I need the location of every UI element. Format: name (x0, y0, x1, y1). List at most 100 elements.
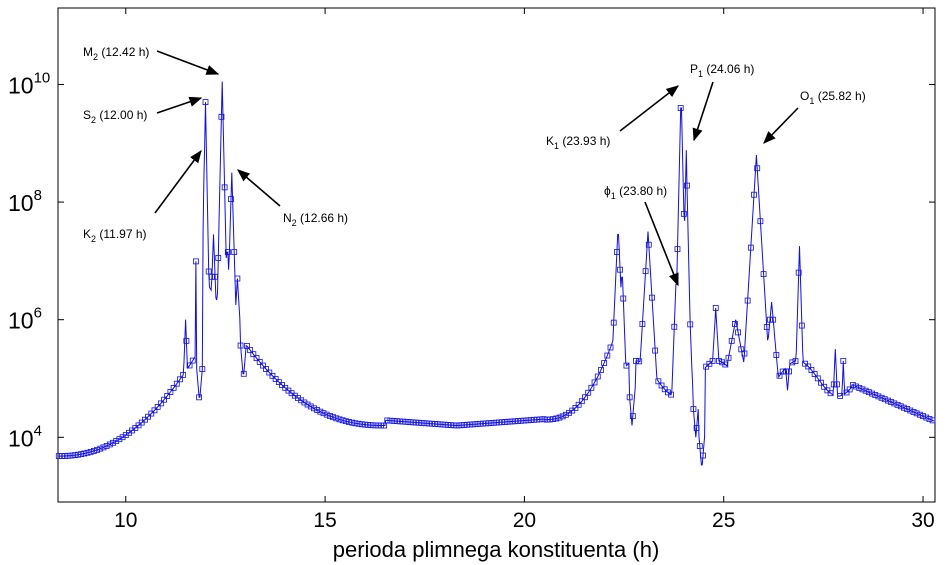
data-point (636, 358, 643, 365)
data-point (661, 386, 668, 393)
peak-annotation: P1 (24.06 h) (690, 62, 754, 142)
data-point (352, 420, 359, 427)
data-point (747, 244, 754, 251)
data-point (416, 419, 423, 426)
data-point (157, 400, 164, 407)
data-point (709, 357, 716, 364)
data-point (444, 422, 451, 428)
data-point (68, 452, 75, 459)
data-point (106, 441, 113, 448)
annotation-label: O1 (25.82 h) (800, 89, 866, 106)
data-point (668, 391, 675, 398)
data-point (381, 422, 387, 429)
data-point (881, 396, 888, 403)
data-point (62, 453, 69, 459)
y-tick-label: 104 (8, 422, 42, 451)
data-point (161, 396, 167, 403)
data-point (413, 419, 419, 426)
data-point (224, 249, 231, 255)
data-point (716, 357, 722, 364)
data-point (916, 411, 923, 418)
data-point (875, 393, 882, 400)
data-point (154, 404, 161, 410)
x-tick-label: 10 (114, 509, 137, 532)
annotation-arrow (237, 169, 281, 207)
data-point (492, 419, 499, 426)
data-point (559, 413, 566, 420)
data-point (853, 383, 859, 390)
data-point (397, 418, 403, 425)
data-point (256, 358, 263, 365)
data-point (145, 413, 151, 420)
data-point (346, 419, 352, 425)
data-point (811, 371, 818, 377)
x-axis-title: perioda plimnega konstituenta (h) (333, 537, 660, 562)
data-point (342, 418, 349, 425)
data-point (604, 352, 611, 359)
data-point (821, 383, 828, 390)
data-point (894, 401, 901, 408)
data-point (626, 394, 633, 401)
x-tick-label: 15 (313, 509, 336, 532)
data-point (588, 384, 595, 391)
data-point (649, 294, 655, 301)
data-point (684, 182, 690, 189)
data-point (320, 410, 327, 417)
data-point (116, 436, 123, 443)
data-point (457, 422, 464, 429)
annotation-label: K1 (23.93 h) (546, 134, 610, 151)
data-point (189, 357, 196, 364)
data-point (677, 105, 684, 111)
annotation-label: K2 (11.97 h) (83, 227, 147, 244)
data-point (712, 305, 719, 311)
data-point (180, 371, 187, 378)
data-point (805, 363, 812, 370)
data-point (275, 379, 282, 385)
data-point (170, 384, 177, 391)
data-point (212, 273, 218, 280)
data-point (384, 417, 391, 424)
data-point (744, 297, 751, 304)
data-point (741, 350, 748, 357)
data-point (776, 372, 783, 379)
annotation-label: P1 (24.06 h) (690, 62, 754, 79)
data-point (196, 394, 203, 401)
data-point (594, 373, 601, 380)
data-point (849, 382, 856, 388)
data-point (247, 347, 254, 354)
data-point (365, 422, 372, 428)
data-point (897, 403, 904, 410)
data-point (419, 420, 426, 426)
data-point (193, 258, 199, 265)
data-point (84, 449, 91, 456)
data-point (100, 444, 107, 451)
data-point (693, 424, 700, 431)
data-point (891, 400, 898, 407)
data-point (862, 387, 869, 394)
data-point (792, 358, 799, 365)
data-point (387, 417, 394, 424)
data-point (910, 409, 917, 415)
data-point (722, 361, 729, 368)
data-point (572, 404, 579, 411)
annotation-arrow (154, 149, 202, 214)
data-point (272, 376, 279, 382)
data-point (480, 420, 486, 427)
data-point (199, 366, 206, 372)
data-point (878, 394, 885, 401)
data-point (738, 346, 745, 353)
data-point (582, 394, 588, 401)
data-point (400, 418, 407, 425)
data-point (613, 249, 620, 255)
data-point (671, 323, 678, 330)
data-point (888, 399, 895, 405)
data-point (393, 418, 400, 425)
y-tick-label: 108 (8, 187, 42, 216)
data-point (110, 439, 116, 446)
annotation-label: M2 (12.42 h) (83, 45, 149, 62)
peak-annotation: N2 (12.66 h) (237, 169, 348, 228)
plot-area (57, 7, 936, 503)
data-point (696, 443, 703, 450)
data-point (368, 422, 375, 429)
data-point (814, 375, 821, 382)
